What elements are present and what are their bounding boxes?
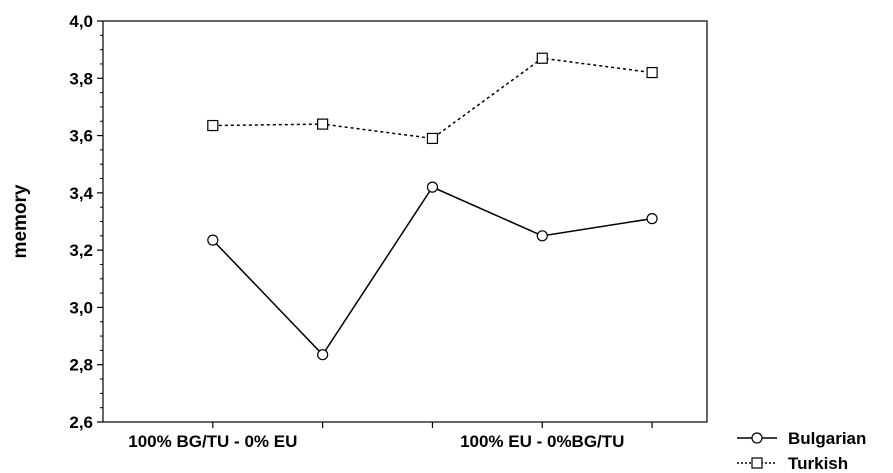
- legend-marker: [751, 457, 763, 469]
- x-tick-label: 100% BG/TU - 0% EU: [128, 432, 297, 451]
- data-point-turkish: [536, 52, 548, 64]
- y-tick-label: 3,2: [69, 241, 93, 260]
- series-line-bulgarian: [212, 186, 653, 356]
- legend-label: Bulgarian: [788, 429, 866, 448]
- data-point-turkish: [646, 66, 658, 79]
- y-tick-label: 4,0: [69, 12, 93, 31]
- data-point-bulgarian: [317, 349, 329, 361]
- series-turkish: [207, 52, 658, 145]
- series-layer: [207, 52, 658, 361]
- data-point-bulgarian: [536, 230, 548, 242]
- data-point-turkish: [207, 119, 219, 132]
- x-tick-label: 100% EU - 0%BG/TU: [460, 432, 624, 451]
- data-point-turkish: [426, 132, 439, 145]
- data-point-bulgarian: [646, 213, 658, 225]
- data-point-turkish: [317, 118, 329, 130]
- y-tick-label: 2,8: [69, 356, 93, 375]
- legend-item-bulgarian: Bulgarian: [737, 429, 866, 448]
- legend-marker: [751, 432, 763, 444]
- data-point-bulgarian: [207, 234, 219, 246]
- y-axis-ticks: 2,6 2,8 3,0 3,2 3,4 3,6 3,8 4,0: [69, 12, 103, 432]
- y-tick-label: 3,4: [69, 184, 93, 203]
- y-tick-label: 3,6: [69, 127, 93, 146]
- legend-item-turkish: Turkish: [737, 454, 848, 473]
- legend: Bulgarian Turkish: [737, 429, 866, 473]
- y-tick-label: 3,8: [69, 69, 93, 88]
- data-point-bulgarian: [426, 181, 439, 193]
- series-bulgarian: [207, 181, 658, 361]
- series-line-turkish: [212, 57, 653, 140]
- plot-frame: [102, 20, 708, 423]
- y-axis-title: memory: [10, 184, 31, 258]
- x-axis-ticks: 100% BG/TU - 0% EU 100% EU - 0%BG/TU: [128, 422, 653, 451]
- y-tick-label: 3,0: [69, 298, 93, 317]
- y-tick-label: 2,6: [69, 413, 93, 432]
- legend-label: Turkish: [788, 454, 848, 473]
